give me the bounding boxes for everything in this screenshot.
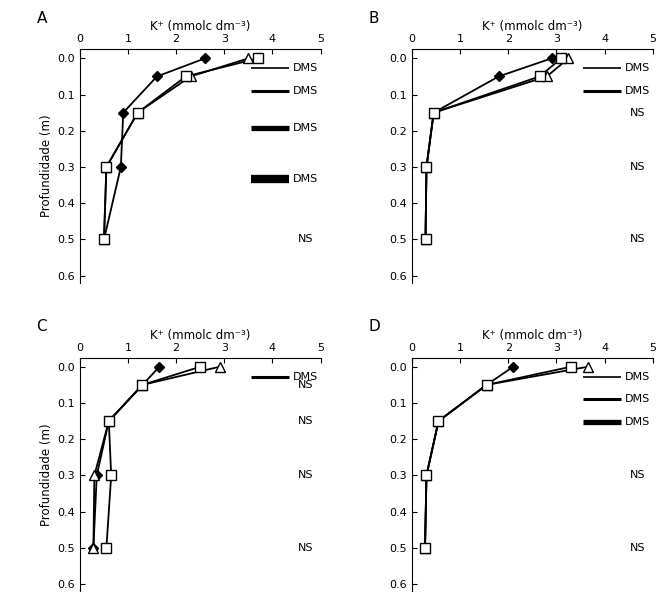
Text: DMS: DMS xyxy=(625,86,650,96)
Text: NS: NS xyxy=(298,235,314,245)
Text: NS: NS xyxy=(298,416,314,426)
X-axis label: K⁺ (mmolc dm⁻³): K⁺ (mmolc dm⁻³) xyxy=(482,329,583,342)
Text: NS: NS xyxy=(630,543,645,553)
Text: DMS: DMS xyxy=(292,123,318,133)
Text: NS: NS xyxy=(630,471,645,480)
Text: DMS: DMS xyxy=(625,372,650,382)
Text: NS: NS xyxy=(630,108,645,118)
Text: NS: NS xyxy=(630,235,645,245)
Text: DMS: DMS xyxy=(292,372,318,382)
Text: DMS: DMS xyxy=(625,63,650,73)
Text: DMS: DMS xyxy=(625,417,650,427)
Text: B: B xyxy=(369,11,379,26)
Text: DMS: DMS xyxy=(625,394,650,404)
Text: DMS: DMS xyxy=(292,86,318,96)
Text: NS: NS xyxy=(298,471,314,480)
Y-axis label: Profundidade (m): Profundidade (m) xyxy=(40,115,53,217)
Y-axis label: Profundidade (m): Profundidade (m) xyxy=(40,423,53,526)
Text: A: A xyxy=(37,11,47,26)
Text: NS: NS xyxy=(630,162,645,172)
Text: C: C xyxy=(37,319,47,334)
Text: DMS: DMS xyxy=(292,63,318,73)
X-axis label: K⁺ (mmolc dm⁻³): K⁺ (mmolc dm⁻³) xyxy=(150,329,250,342)
Text: NS: NS xyxy=(298,543,314,553)
Text: D: D xyxy=(369,319,380,334)
Text: NS: NS xyxy=(298,380,314,390)
Text: DMS: DMS xyxy=(292,174,318,184)
X-axis label: K⁺ (mmolc dm⁻³): K⁺ (mmolc dm⁻³) xyxy=(150,20,250,33)
X-axis label: K⁺ (mmolc dm⁻³): K⁺ (mmolc dm⁻³) xyxy=(482,20,583,33)
